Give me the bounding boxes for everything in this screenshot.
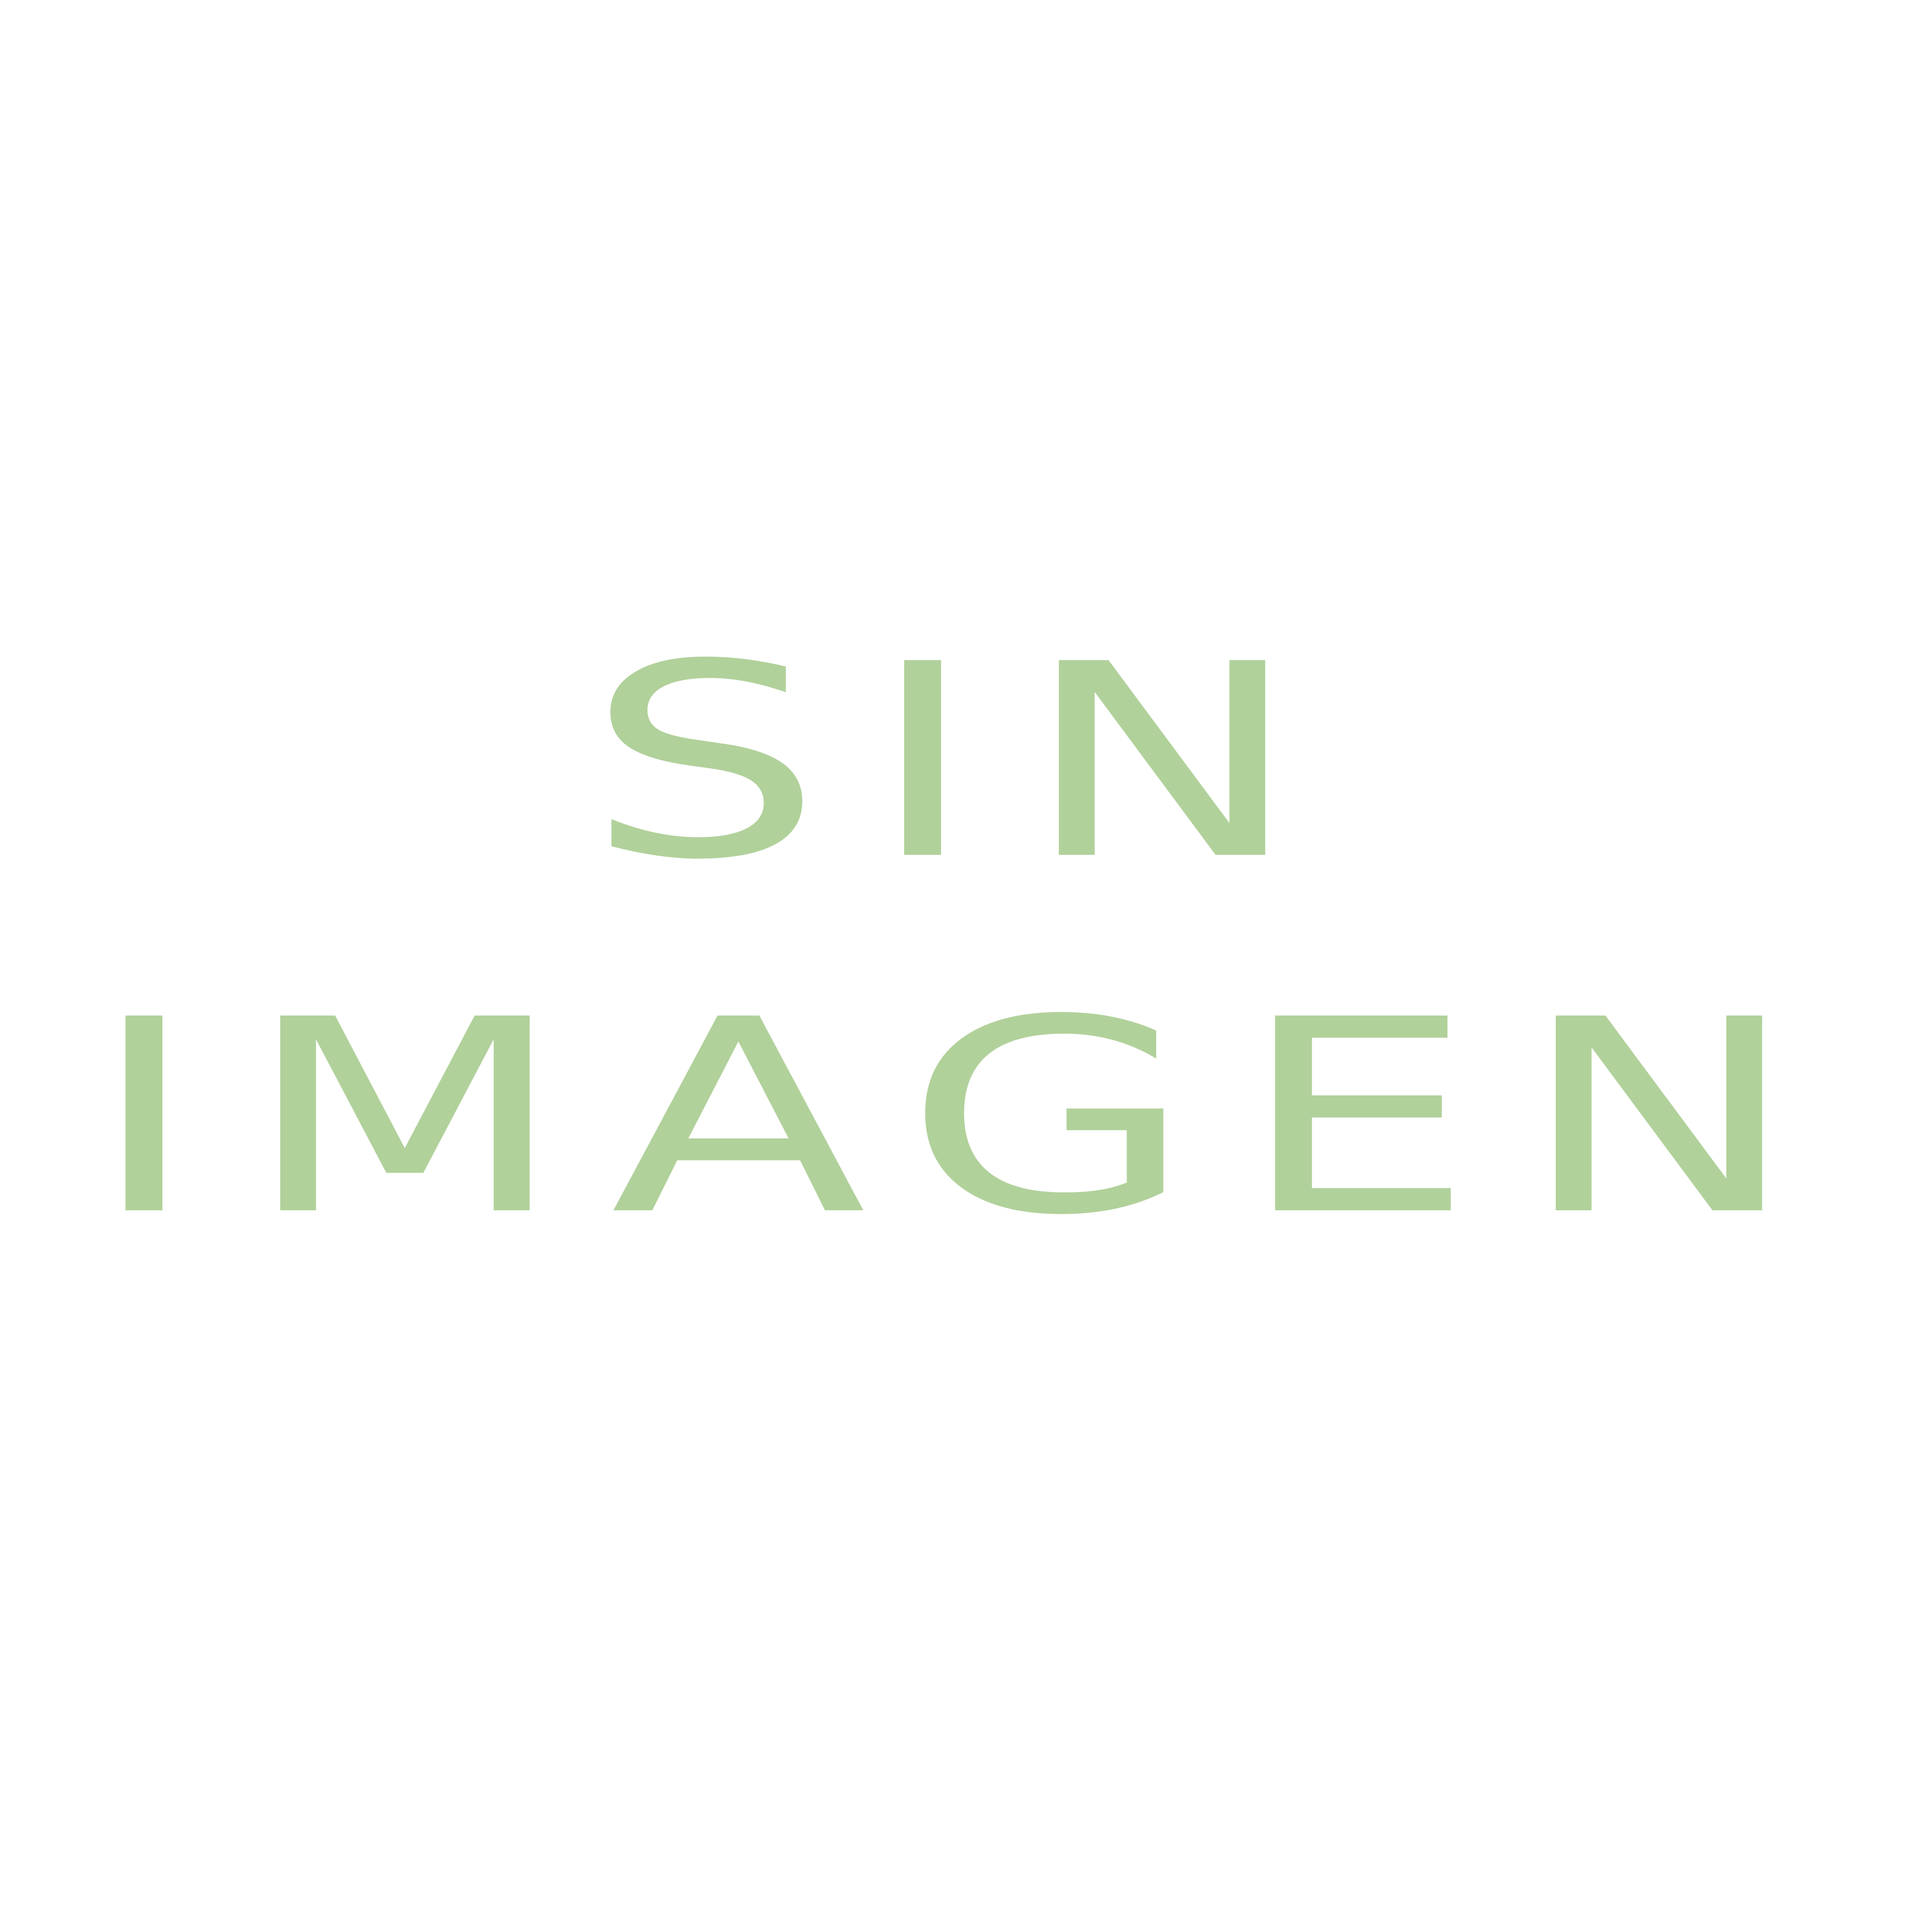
placeholder-text-line-2: IMAGEN [89,963,1843,1274]
placeholder-text-line-1: SIN [585,607,1347,918]
